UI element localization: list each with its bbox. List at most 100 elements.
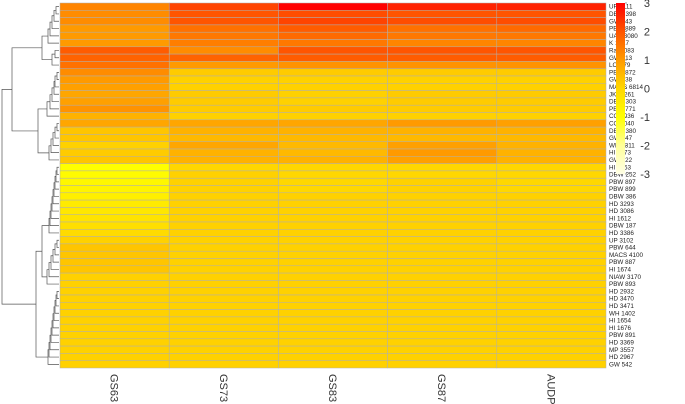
heatmap-cell	[168, 83, 279, 91]
heatmap-cell	[59, 294, 170, 303]
heatmap-cell	[496, 309, 607, 318]
heatmap-cell	[278, 31, 388, 40]
heatmap-cell	[168, 338, 279, 347]
row-label: HD 3293	[609, 201, 634, 208]
row-label: GW 542	[609, 361, 633, 368]
heatmap-cell	[496, 265, 607, 274]
heatmap-cell	[168, 39, 279, 48]
heatmap-cell	[59, 2, 170, 11]
heatmap-cell	[59, 134, 170, 142]
heatmap-cell	[387, 31, 498, 40]
heatmap-cell	[387, 2, 498, 11]
heatmap-cell	[278, 302, 388, 310]
heatmap-cell	[387, 353, 498, 361]
heatmap-cell	[278, 360, 388, 369]
row-label: HI 1654	[609, 318, 632, 325]
heatmap-cell	[278, 119, 388, 128]
dendrogram-branch	[52, 249, 59, 263]
heatmap-cell	[496, 280, 607, 288]
row-label: UP 3102	[609, 237, 634, 244]
heatmap-cell	[59, 97, 170, 106]
heatmap-cell	[59, 75, 170, 84]
heatmap-cell	[278, 148, 388, 157]
heatmap-cell	[496, 10, 607, 18]
heatmap-cell	[278, 265, 388, 274]
heatmap-cell	[168, 192, 279, 201]
heatmap-cell	[496, 39, 607, 48]
heatmap-cell	[278, 316, 388, 325]
dendrogram-branch	[51, 53, 59, 66]
heatmap-cell	[278, 163, 388, 172]
heatmap-cell	[496, 112, 607, 121]
heatmap-cells	[59, 2, 607, 369]
heatmap-cell	[496, 345, 607, 354]
heatmap-cell	[387, 258, 498, 267]
row-label: MACS 4100	[609, 252, 643, 259]
heatmap-cell	[278, 53, 388, 62]
heatmap-cell	[496, 119, 607, 128]
column-label: GS63	[108, 374, 120, 402]
heatmap-cell	[387, 39, 498, 48]
dendrogram-branch	[51, 87, 59, 102]
heatmap-cell	[168, 287, 279, 296]
heatmap-cell	[278, 112, 388, 121]
heatmap-cell	[278, 24, 388, 33]
heatmap-cell	[168, 46, 279, 55]
heatmap-cell	[387, 236, 498, 245]
heatmap-cell	[387, 61, 498, 69]
heatmap-cell	[59, 156, 170, 164]
dendrogram-branch	[50, 255, 59, 270]
heatmap-cell	[168, 302, 279, 310]
heatmap-cell	[387, 302, 498, 310]
heatmap-cell	[59, 316, 170, 325]
heatmap-cell	[59, 309, 170, 318]
heatmap-cell	[278, 90, 388, 99]
heatmap-cell	[59, 360, 170, 369]
heatmap-cell	[387, 192, 498, 201]
heatmap-cell	[496, 83, 607, 91]
heatmap-cell	[387, 119, 498, 128]
column-labels: GS63 GS73 GS83 GS87 AUDPC	[108, 374, 557, 404]
heatmap-cell	[59, 236, 170, 245]
heatmap-cell	[59, 170, 170, 179]
heatmap-cell	[387, 280, 498, 288]
heatmap-cell	[278, 170, 388, 179]
heatmap-cell	[168, 68, 279, 77]
heatmap-cell	[59, 83, 170, 91]
heatmap-cell	[387, 185, 498, 194]
dendrogram-branch	[53, 9, 59, 22]
heatmap-cell	[278, 309, 388, 318]
heatmap-cell	[387, 243, 498, 252]
heatmap-cell	[278, 39, 388, 48]
heatmap-cell	[59, 280, 170, 288]
heatmap-cell	[59, 31, 170, 40]
heatmap-cell	[278, 134, 388, 142]
row-label: PBW 897	[609, 179, 636, 186]
heatmap-cell	[387, 221, 498, 230]
heatmap-cell	[278, 236, 388, 245]
heatmap-cell	[59, 221, 170, 230]
heatmap-cell	[496, 68, 607, 77]
column-label: AUDPC	[544, 374, 556, 404]
dendrogram-branch	[56, 72, 59, 80]
heatmap-cell	[278, 287, 388, 296]
heatmap-cell	[168, 258, 279, 267]
row-label: PBW 899	[609, 186, 636, 193]
heatmap-cell	[278, 214, 388, 223]
legend-tick-label: -2	[640, 141, 650, 153]
heatmap-cell	[278, 17, 388, 26]
heatmap-cell	[387, 214, 498, 223]
heatmap-cell	[387, 68, 498, 77]
heatmap-cell	[59, 207, 170, 215]
dendrogram-branch	[11, 47, 42, 132]
heatmap-cell	[496, 338, 607, 347]
legend-tick-label: 0	[644, 84, 650, 96]
heatmap-cell	[496, 90, 607, 99]
heatmap-cell	[278, 68, 388, 77]
row-label: NIAW 3170	[609, 274, 641, 281]
row-label: DBW 386	[609, 193, 636, 200]
heatmap-cell	[387, 360, 498, 369]
heatmap-cell	[59, 287, 170, 296]
heatmap-cell	[168, 207, 279, 215]
heatmap-cell	[387, 316, 498, 325]
